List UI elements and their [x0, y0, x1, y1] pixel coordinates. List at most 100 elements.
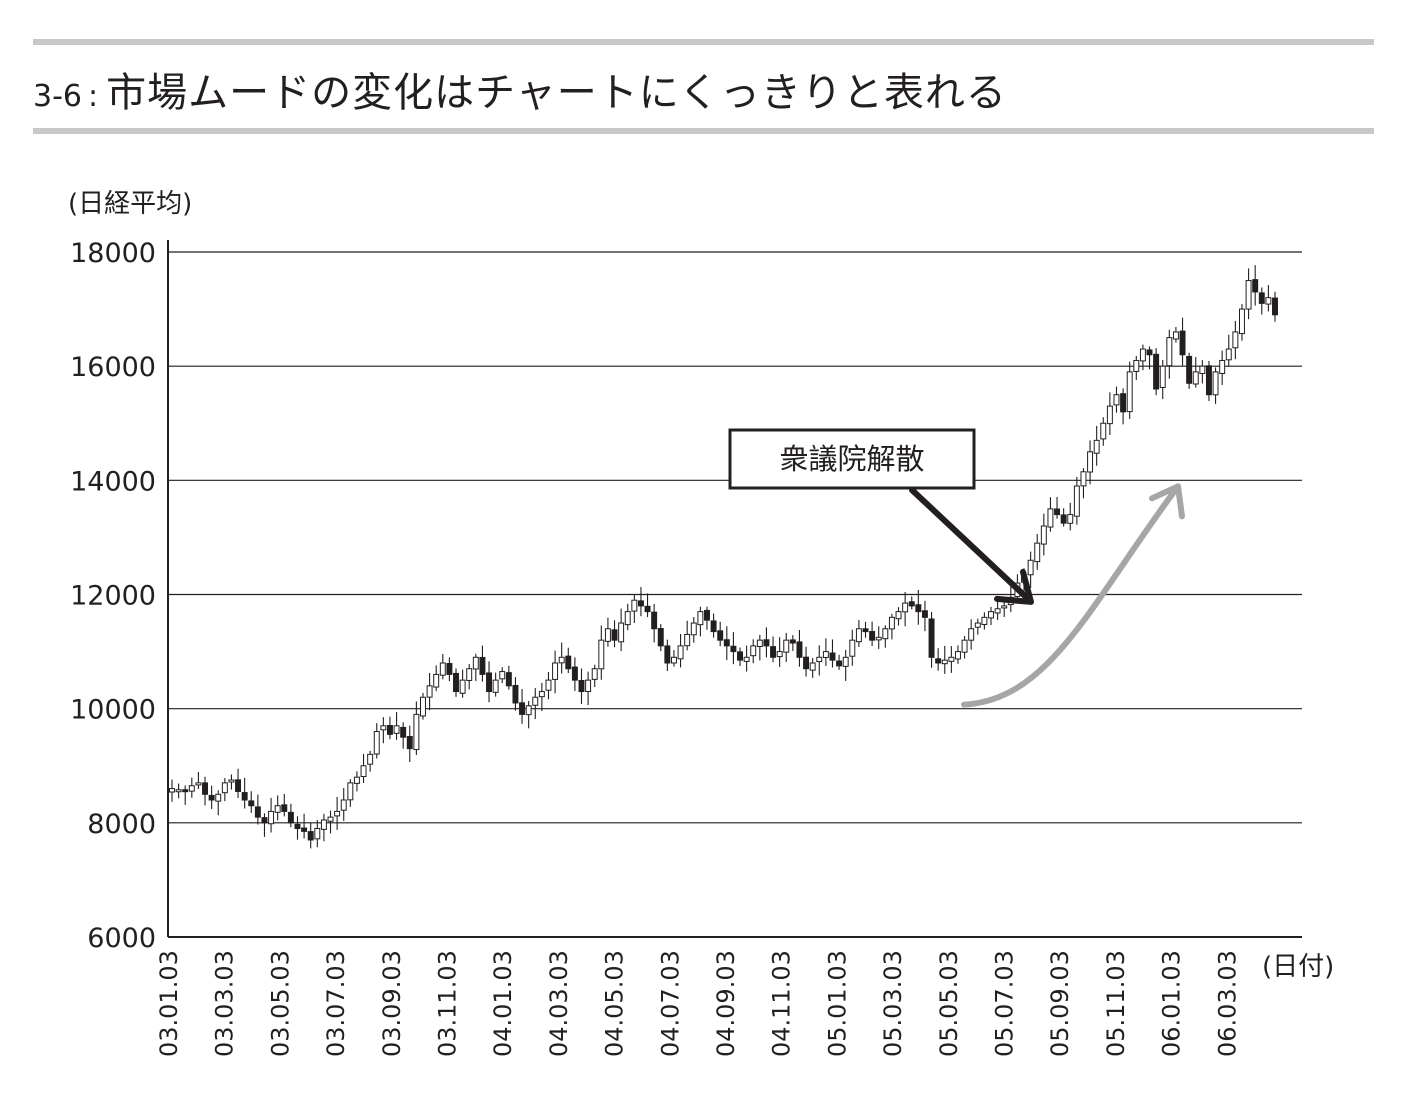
trend-arrow-head [1149, 483, 1185, 520]
candle-body [968, 628, 975, 641]
candle-body [393, 725, 400, 734]
candle-body [902, 602, 909, 613]
candle-body [875, 636, 882, 641]
x-tick-label: 05.01.03 [823, 950, 851, 1057]
candle-body [188, 785, 195, 792]
candle-body [1073, 485, 1080, 517]
candle-body [228, 779, 235, 783]
candle-body [882, 628, 889, 640]
candle-body [684, 633, 691, 647]
candle-body [420, 696, 426, 717]
candle-body [677, 645, 684, 660]
candle-body [386, 724, 393, 735]
candle-body [1159, 365, 1166, 388]
header-top-rule [33, 39, 1374, 45]
candle-body [532, 696, 539, 706]
y-tick-label: 18000 [70, 238, 156, 269]
candle-body [169, 788, 175, 793]
candle-body [360, 765, 367, 778]
candle-body [261, 817, 268, 824]
candle-body [1093, 439, 1100, 454]
candle-body [1120, 393, 1127, 413]
y-axis-title: (日経平均) [68, 189, 192, 219]
candle-body [994, 608, 1001, 614]
candle-body [1100, 422, 1107, 440]
x-axis-title: (日付) [1262, 952, 1334, 982]
candle-body [869, 631, 876, 641]
candle-body [327, 816, 334, 822]
candle-body [704, 609, 710, 621]
x-tick-label: 04.07.03 [656, 950, 684, 1057]
x-tick-label: 04.03.03 [545, 950, 573, 1057]
candle-body [1139, 348, 1146, 362]
x-tick-label: 04.09.03 [712, 950, 740, 1057]
candle-body [1179, 330, 1186, 356]
candle-body [353, 776, 360, 784]
candle-body [433, 673, 440, 688]
x-tick-label: 03.05.03 [266, 950, 294, 1057]
candle-body [631, 599, 638, 612]
callout-label: 衆議院解散 [779, 442, 924, 476]
candle-body [254, 806, 261, 818]
candle-body [552, 662, 559, 680]
candle-body [1245, 280, 1252, 310]
candle-body [651, 611, 658, 630]
candle-body [611, 629, 618, 641]
candle-body [862, 628, 869, 633]
candle-body [935, 658, 942, 664]
candle-body [453, 672, 459, 693]
candle-body [829, 652, 836, 661]
candle-body [248, 800, 255, 807]
y-tick-label: 10000 [70, 695, 156, 726]
candle-body [1258, 292, 1265, 304]
candle-body [822, 651, 829, 658]
y-tick-label: 6000 [87, 923, 156, 954]
candle-body [307, 831, 314, 841]
candle-body [439, 662, 446, 676]
candle-body [855, 628, 862, 643]
figure-title: 市場ムードの変化はチャートにくっきりと表れる [106, 70, 1007, 116]
candle-body [710, 620, 717, 633]
candle-body [235, 779, 242, 792]
candle-body [644, 605, 651, 613]
candle-body [1232, 331, 1239, 349]
candle-body [1192, 371, 1199, 385]
page-title: 3-6: 市場ムードの変化はチャートにくっきりと表れる [33, 60, 1007, 120]
header-bottom-rule [33, 128, 1374, 134]
candle-body [1272, 297, 1278, 316]
candle-body [670, 656, 677, 664]
candle-body [525, 705, 532, 716]
candle-body [373, 731, 380, 755]
candle-body [175, 789, 182, 793]
candle-body [334, 810, 341, 817]
callout-arrow-head [994, 568, 1034, 605]
candle-body [915, 604, 922, 613]
candle-body [756, 639, 763, 647]
x-tick-label: 03.09.03 [378, 950, 406, 1057]
candle-body [1166, 337, 1173, 367]
candle-body [697, 611, 704, 626]
candle-body [472, 656, 479, 670]
figure-number: 3-6 [33, 79, 82, 114]
candle-body [1113, 394, 1120, 406]
x-tick-label: 03.01.03 [155, 950, 183, 1057]
candle-body [538, 691, 545, 698]
candle-body [974, 622, 981, 628]
candle-body [479, 656, 486, 675]
candle-body [1238, 308, 1245, 335]
candle-body [1106, 405, 1113, 425]
candle-body [287, 811, 294, 824]
candle-body [274, 805, 281, 813]
candle-body [895, 611, 902, 620]
candle-body [842, 656, 849, 667]
candle-body [836, 660, 843, 667]
candle-body [241, 792, 248, 801]
y-tick-label: 16000 [70, 352, 156, 383]
candle-body [400, 726, 407, 738]
candle-body [182, 789, 189, 793]
candle-body [1252, 279, 1259, 293]
candle-body [664, 645, 671, 664]
candle-body [545, 679, 552, 691]
candle-body [512, 684, 519, 704]
candle-body [730, 645, 737, 653]
